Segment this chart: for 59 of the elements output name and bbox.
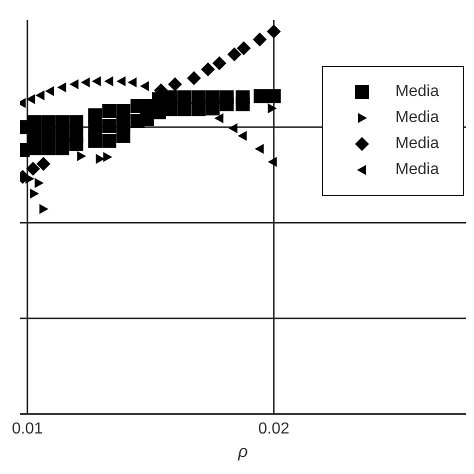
point <box>104 76 114 86</box>
point <box>26 162 40 176</box>
point <box>41 141 56 156</box>
point <box>238 130 247 141</box>
point <box>214 113 224 124</box>
point <box>92 76 101 86</box>
point <box>96 154 105 164</box>
point <box>69 79 78 90</box>
point <box>102 104 116 118</box>
point <box>186 71 201 86</box>
point <box>35 90 44 100</box>
legend-label: Media <box>395 83 439 101</box>
point <box>39 204 48 214</box>
point <box>34 178 44 188</box>
point <box>268 156 277 167</box>
point <box>30 188 40 199</box>
point <box>177 102 192 116</box>
point <box>206 101 220 116</box>
point <box>41 115 56 130</box>
point <box>102 118 116 133</box>
x-axis-title: ρ <box>237 442 248 461</box>
point <box>26 94 36 104</box>
legend-label: Media <box>395 135 439 153</box>
point <box>254 89 268 104</box>
point <box>116 128 130 143</box>
point <box>77 151 86 162</box>
point <box>236 41 251 56</box>
point <box>45 86 54 96</box>
point <box>252 32 267 47</box>
point <box>228 123 238 134</box>
point <box>80 77 90 88</box>
point <box>192 102 206 116</box>
point <box>266 89 281 104</box>
point <box>55 141 70 156</box>
point <box>116 76 126 86</box>
point <box>88 108 102 122</box>
x-tick-label: 0.01 <box>12 420 44 438</box>
point <box>69 115 84 130</box>
point <box>88 134 102 148</box>
point <box>103 152 112 162</box>
point <box>128 77 137 88</box>
point <box>140 81 149 92</box>
legend-label: Media <box>395 161 439 179</box>
point <box>69 136 84 151</box>
point <box>236 97 250 112</box>
point <box>254 144 264 154</box>
x-tick-label: 0.02 <box>258 420 290 438</box>
point <box>212 56 226 70</box>
point <box>57 82 66 92</box>
point <box>36 156 50 171</box>
point <box>227 47 242 62</box>
point <box>268 103 277 114</box>
point <box>55 115 70 130</box>
point <box>201 62 216 76</box>
point <box>220 97 234 112</box>
point <box>102 134 116 148</box>
legend-label: Media <box>395 109 439 127</box>
point <box>266 24 281 38</box>
point <box>168 77 182 92</box>
